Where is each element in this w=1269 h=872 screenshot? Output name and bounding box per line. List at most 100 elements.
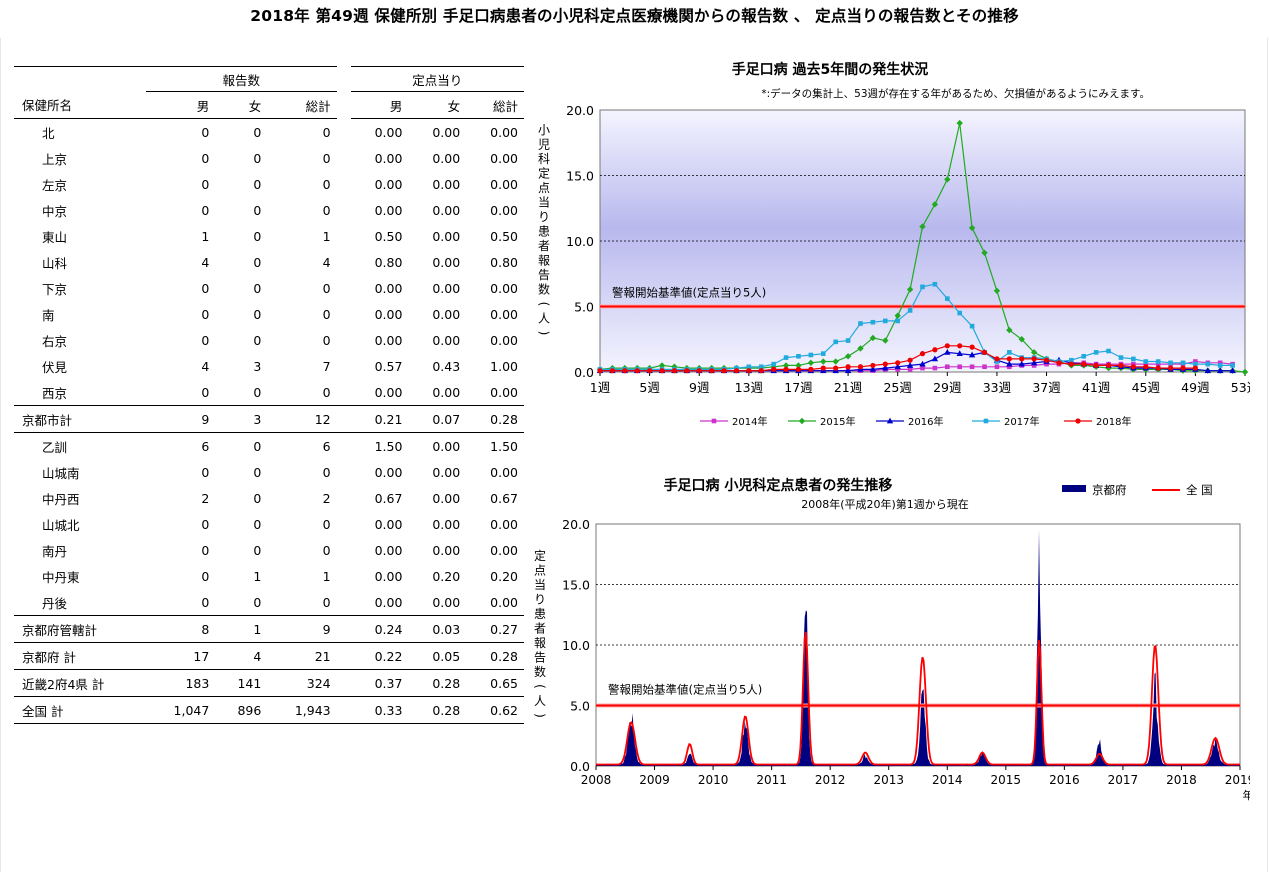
table-cell: 0 xyxy=(322,594,331,610)
table-cell: 0.28 xyxy=(466,405,524,433)
data-point xyxy=(907,357,913,363)
table-row: 京都市計 9 3 12 0.21 0.07 0.28 xyxy=(14,405,524,433)
ylabel-char: ) xyxy=(533,713,547,718)
data-point xyxy=(1167,365,1174,371)
data-point xyxy=(1230,363,1235,368)
table-cell: 0 xyxy=(322,202,331,218)
data-point xyxy=(969,323,975,329)
column-gap xyxy=(337,249,351,275)
table-cell: 0.00 xyxy=(374,150,403,166)
table-cell: 1 xyxy=(215,615,268,643)
table-cell: 0 xyxy=(253,254,262,270)
table-row: 下京 0 0 0 0.00 0.00 0.00 xyxy=(14,275,524,301)
health-center-name: 南丹 xyxy=(42,543,68,559)
table-cell: 12 xyxy=(267,405,337,433)
data-point xyxy=(1093,350,1099,355)
table-cell: 0.62 xyxy=(466,696,524,724)
health-center-name: 西京 xyxy=(42,385,68,401)
data-point xyxy=(1007,364,1012,370)
data-point xyxy=(1056,360,1062,366)
table-cell: 0.67 xyxy=(374,490,403,506)
data-point xyxy=(783,366,789,372)
ylabel-char: 定 xyxy=(538,166,550,181)
table-cell: 1 xyxy=(322,568,331,584)
health-center-name: 中京 xyxy=(42,203,68,219)
x-tick-label: 17週 xyxy=(784,380,813,395)
ylabel-char: 患 xyxy=(538,225,550,239)
table-cell: 183 xyxy=(146,669,216,697)
series-line xyxy=(600,283,1233,370)
table-cell: 0.00 xyxy=(490,594,518,610)
data-point xyxy=(895,360,901,366)
table-cell: 0.00 xyxy=(374,124,403,140)
table-cell: 0.00 xyxy=(432,280,461,296)
data-point xyxy=(882,361,888,367)
table-cell: 0 xyxy=(253,490,262,506)
table-cell: 8 xyxy=(146,615,216,643)
data-point xyxy=(820,351,826,356)
data-point xyxy=(622,368,628,374)
x-tick-label: 53週 xyxy=(1231,380,1250,395)
table-cell: 0 xyxy=(201,594,210,610)
data-point xyxy=(968,224,976,232)
data-point xyxy=(795,366,802,372)
data-point xyxy=(1241,368,1249,376)
table-row: 京都府管轄計 8 1 9 0.24 0.03 0.27 xyxy=(14,615,524,643)
ylabel-char: 点 xyxy=(534,564,546,578)
data-point xyxy=(1131,361,1136,367)
legend-marker xyxy=(983,418,989,424)
column-header-total-rate: 総計 xyxy=(466,91,524,119)
table-cell: 0.07 xyxy=(408,405,467,433)
ylabel-char: 人 xyxy=(534,694,546,708)
table-cell: 0 xyxy=(253,594,262,610)
table-cell: 0.00 xyxy=(490,332,518,348)
column-gap xyxy=(337,119,351,146)
table-row: 山科 4 0 4 0.80 0.00 0.80 xyxy=(14,249,524,275)
table-cell: 1.50 xyxy=(374,438,403,454)
table-cell: 0.24 xyxy=(350,615,409,643)
table-cell: 0.00 xyxy=(432,516,461,532)
table-cell: 2 xyxy=(201,490,210,506)
table-row: 左京 0 0 0 0.00 0.00 0.00 xyxy=(14,171,524,197)
x-tick-label: 25週 xyxy=(883,380,912,395)
table-cell: 0 xyxy=(201,176,210,192)
data-point xyxy=(858,321,863,326)
header-gap xyxy=(337,92,351,119)
table-cell: 0.20 xyxy=(490,568,518,584)
blank-header xyxy=(14,66,146,92)
data-point xyxy=(758,368,764,374)
legend-label: 全 国 xyxy=(1186,483,1213,497)
ylabel-char: 小 xyxy=(538,123,550,137)
data-point xyxy=(1155,359,1161,364)
data-point xyxy=(746,364,752,370)
health-center-name: 京都府 計 xyxy=(14,642,146,670)
series-national-line xyxy=(596,631,1240,766)
data-point xyxy=(1216,367,1224,374)
threshold-label: 警報開始基準値(定点当り5人) xyxy=(612,286,766,300)
x-tick-label: 2014 xyxy=(932,773,963,787)
x-tick-label: 21週 xyxy=(834,380,863,395)
table-cell: 4 xyxy=(201,254,210,270)
table-cell: 0 xyxy=(253,150,262,166)
ylabel-char: 当 xyxy=(534,578,546,592)
data-point xyxy=(659,368,665,374)
table-cell: 4 xyxy=(322,254,331,270)
table-cell: 0.00 xyxy=(432,438,461,454)
data-point xyxy=(833,339,838,345)
data-point xyxy=(634,368,640,374)
table-cell: 0.00 xyxy=(432,124,461,140)
ylabel-char: 告 xyxy=(534,651,546,665)
table-cell: 0 xyxy=(253,228,262,244)
ylabel-char: 告 xyxy=(538,268,550,282)
table-cell: 0 xyxy=(201,464,210,480)
x-tick-label: 9週 xyxy=(689,380,710,395)
column-header-female-rate: 女 xyxy=(408,91,467,119)
data-point xyxy=(907,367,913,372)
table-cell: 0.28 xyxy=(408,696,467,724)
data-point xyxy=(1205,361,1211,367)
data-point xyxy=(882,337,889,344)
ylabel-char: 数 xyxy=(534,664,546,679)
data-point xyxy=(733,368,740,374)
data-point xyxy=(1193,361,1198,367)
health-center-name: 伏見 xyxy=(42,359,68,375)
